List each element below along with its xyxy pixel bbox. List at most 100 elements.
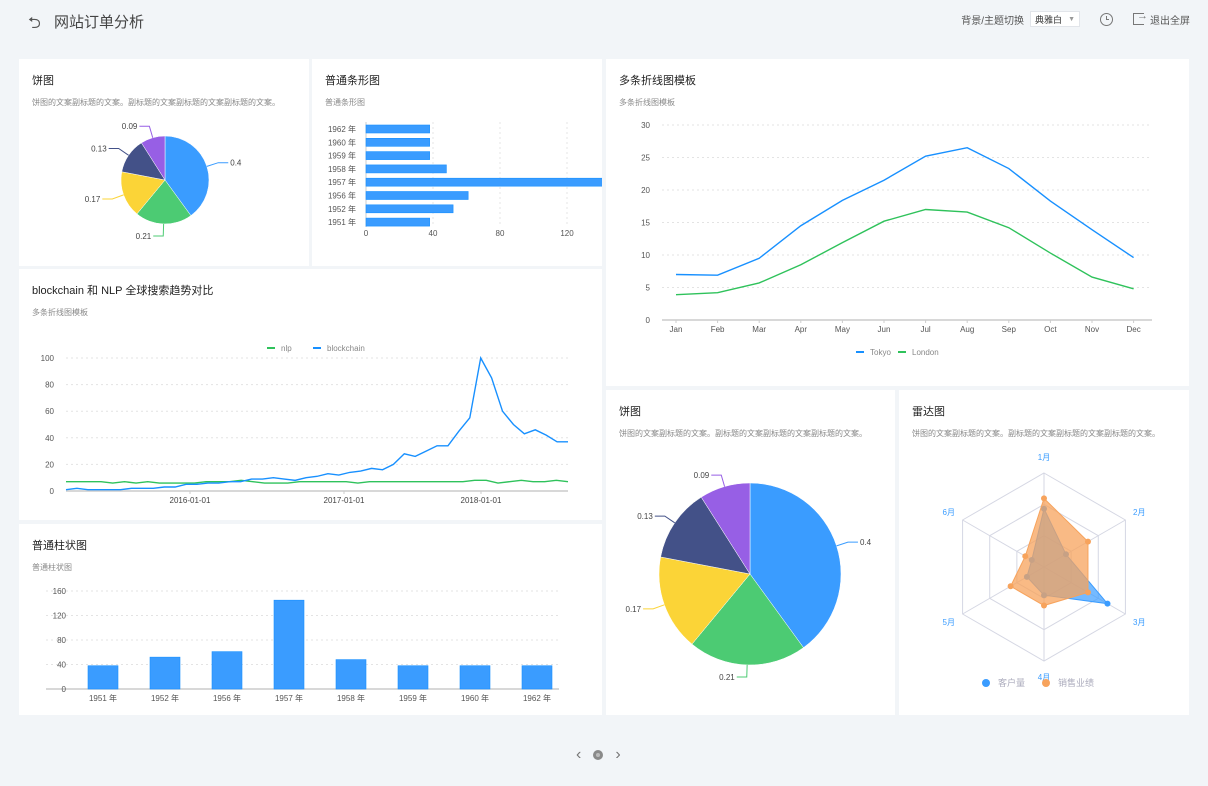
category-label: Sep xyxy=(1002,325,1017,334)
category-label: Apr xyxy=(795,325,808,334)
category-label: 1958 年 xyxy=(328,164,356,174)
legend-swatch xyxy=(313,347,321,349)
series-line-Tokyo xyxy=(675,147,1134,276)
category-label: 1962 年 xyxy=(328,124,356,134)
category-label: Feb xyxy=(711,325,725,334)
prev-page-icon[interactable]: ‹ xyxy=(576,746,582,763)
column-bar xyxy=(335,659,367,690)
category-label: Nov xyxy=(1085,325,1099,334)
tick-label: 5 xyxy=(646,284,651,293)
pie-chart: 0.4 0.21 0.17 0.13 0.09 xyxy=(626,471,872,682)
trend-panel: blockchain 和 NLP 全球搜索趋势对比 多条折线图模板 0 20 40 6… xyxy=(19,269,602,520)
pie-leader-line xyxy=(102,194,124,200)
trend-line-chart: 0 20 40 60 80 100 nlp blockchain 2016-01-01 2017-… xyxy=(41,344,569,505)
column-bar xyxy=(273,599,305,690)
pie-label: 0.4 xyxy=(230,159,242,168)
panel-title: 普通柱状图 xyxy=(32,540,87,552)
date-label: 2018-01-01 xyxy=(461,496,502,505)
pie-slice xyxy=(141,135,166,181)
radar-point xyxy=(1007,583,1014,590)
category-label: Jan xyxy=(670,325,683,334)
bar xyxy=(365,164,447,174)
pie-chart-panel-2: 饼图 饼图的文案副标题的文案。副标题的文案副标题的文案副标题的文案。 0.4 0.… xyxy=(606,390,895,715)
bar xyxy=(365,138,430,147)
bar xyxy=(365,151,430,160)
column-bar xyxy=(459,665,491,690)
category-label: 1959 年 xyxy=(399,693,427,703)
theme-value: 典雅白 xyxy=(1035,14,1063,25)
tick-label: 60 xyxy=(45,407,54,416)
bar xyxy=(365,191,469,200)
pie-chart: 0.4 0.21 0.17 0.13 0.09 xyxy=(85,122,242,241)
horizontal-bar-chart: 0 40 80 120 1962 年 1960 年 1959 年 1958 年 1957 年 19… xyxy=(328,122,602,238)
page-title: 网站订单分析 xyxy=(54,14,145,31)
panel-title: 多条折线图模板 xyxy=(619,75,696,87)
panel-title: blockchain 和 NLP 全球搜索趋势对比 xyxy=(32,285,214,297)
column-bar xyxy=(521,665,553,690)
legend-label: 销售业绩 xyxy=(1058,677,1094,688)
category-label: 1959 年 xyxy=(328,151,356,161)
bar xyxy=(365,177,602,187)
pie-label: 0.21 xyxy=(719,673,735,682)
category-label: 1956 年 xyxy=(328,191,356,201)
exit-fullscreen-button[interactable]: 退出全屏 xyxy=(1133,10,1190,27)
panel-title: 雷达图 xyxy=(912,406,945,418)
pie-label: 0.17 xyxy=(626,605,642,614)
pie-slice xyxy=(658,556,751,645)
pie-leader-line xyxy=(836,541,858,547)
tick-label: 0 xyxy=(364,229,369,238)
panel-subtitle: 饼图的文案副标题的文案。副标题的文案副标题的文案副标题的文案。 xyxy=(32,98,280,107)
date-label: 2017-01-01 xyxy=(324,496,365,505)
axis-label: 6月 xyxy=(943,508,955,517)
header-toolbar: 背景/主题切换 典雅白 ▼ 退出全屏 xyxy=(961,10,1190,27)
bar xyxy=(365,217,430,227)
pause-dot-icon[interactable] xyxy=(593,750,604,760)
theme-label: 背景/主题切换 xyxy=(961,15,1024,27)
category-label: 1951 年 xyxy=(328,217,356,227)
tick-label: 15 xyxy=(641,219,650,228)
date-label: 2016-01-01 xyxy=(170,496,211,505)
pie-leader-line xyxy=(654,515,676,524)
series-line-nlp xyxy=(66,479,569,484)
pie-slice xyxy=(164,135,210,216)
pie-leader-line xyxy=(711,474,726,487)
category-label: 1952 年 xyxy=(151,693,179,703)
pie-leader-line xyxy=(643,604,665,610)
pie-leader-line xyxy=(206,162,229,167)
legend-label: Tokyo xyxy=(870,348,891,357)
category-label: 1957 年 xyxy=(275,693,303,703)
axis-label: 2月 xyxy=(1133,508,1145,517)
exit-icon xyxy=(1133,10,1148,25)
tick-label: 20 xyxy=(641,186,650,195)
tick-label: 10 xyxy=(641,251,650,260)
category-label: Dec xyxy=(1126,325,1140,334)
radar-panel: 雷达图 饼图的文案副标题的文案。副标题的文案副标题的文案副标题的文案。 1月 2月… xyxy=(899,390,1189,715)
pie-label: 0.09 xyxy=(122,122,138,131)
tick-label: 80 xyxy=(57,636,66,645)
theme-select[interactable]: 典雅白 ▼ xyxy=(1030,11,1080,27)
alarm-clock-icon[interactable] xyxy=(1100,12,1113,26)
tick-label: 40 xyxy=(57,661,66,670)
category-label: 1960 年 xyxy=(461,693,489,703)
tick-label: 120 xyxy=(560,229,574,238)
axis-label: 1月 xyxy=(1038,453,1050,462)
category-label: May xyxy=(835,325,850,334)
legend-swatch xyxy=(267,347,275,349)
back-icon[interactable]: ⮌ xyxy=(28,15,41,32)
next-page-icon[interactable]: › xyxy=(615,746,621,763)
axis-label: 5月 xyxy=(943,618,955,627)
radar-point xyxy=(1041,602,1047,609)
tick-label: 40 xyxy=(45,434,54,443)
column-chart: 0 40 80 120 160 1951 年 1952 年 1956 年 1957 年 1958 … xyxy=(46,587,559,703)
pie-label: 0.21 xyxy=(136,232,152,241)
tick-label: 80 xyxy=(496,229,505,238)
category-label: 1951 年 xyxy=(89,693,117,703)
pie-label: 0.13 xyxy=(637,512,653,521)
tick-label: 100 xyxy=(41,354,55,363)
pie-slice xyxy=(749,482,842,648)
panel-title: 饼图 xyxy=(32,75,54,87)
tick-label: 40 xyxy=(429,229,438,238)
bar xyxy=(365,124,430,134)
legend-label: 客户量 xyxy=(998,677,1025,688)
pie-leader-line xyxy=(108,148,129,156)
